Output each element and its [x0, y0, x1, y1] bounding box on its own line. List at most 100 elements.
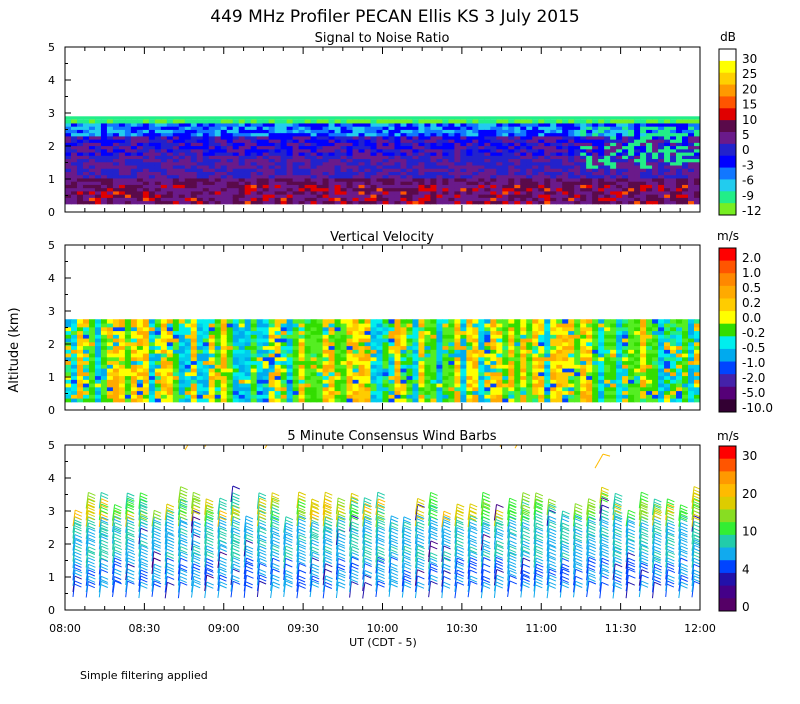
snr-cell	[214, 161, 222, 166]
vv-cell	[322, 323, 330, 328]
vv-cell	[454, 319, 461, 324]
snr-cell	[460, 171, 467, 176]
vv-cell	[478, 394, 485, 399]
snr-cell	[256, 187, 264, 192]
vv-cell	[532, 334, 539, 339]
vv-cell	[460, 371, 467, 377]
snr-cell	[382, 126, 390, 130]
snr-cell	[292, 122, 300, 127]
snr-cell	[622, 132, 629, 137]
vv-cell	[160, 353, 168, 358]
snr-cell	[646, 174, 653, 179]
snr-cell	[526, 126, 533, 130]
vv-cell	[322, 383, 330, 388]
snr-cell	[286, 177, 294, 182]
vv-cell	[352, 390, 360, 395]
snr-cell	[130, 194, 138, 198]
snr-cell	[400, 164, 408, 169]
vv-cell	[550, 345, 557, 350]
vv-cell	[232, 356, 240, 362]
snr-cell	[208, 151, 216, 156]
vv-cell	[514, 394, 521, 399]
snr-cell	[166, 129, 174, 134]
vv-cell	[370, 394, 378, 399]
snr-cell	[100, 139, 108, 143]
vv-cell	[274, 349, 282, 354]
snr-cell	[136, 158, 144, 163]
snr-cell	[496, 148, 503, 153]
snr-cell	[562, 181, 569, 185]
snr-cell	[568, 181, 575, 185]
vv-cell	[418, 383, 426, 388]
snr-cell	[412, 158, 420, 163]
vv-cell	[100, 341, 108, 347]
vv-cell	[484, 334, 491, 339]
vv-cell	[460, 394, 467, 399]
snr-cell	[160, 194, 168, 198]
snr-cell	[400, 168, 408, 172]
snr-cell	[154, 122, 162, 127]
vv-cell	[538, 390, 545, 395]
snr-cell	[574, 155, 581, 160]
snr-cell	[142, 184, 150, 189]
snr-cell	[238, 155, 246, 160]
vv-cell	[382, 334, 390, 339]
snr-cell	[166, 158, 174, 163]
vv-cell	[412, 334, 420, 339]
vv-cell	[622, 398, 629, 403]
snr-cell	[310, 142, 318, 147]
snr-cell	[65, 119, 72, 124]
snr-cell	[526, 129, 533, 134]
snr-cell	[172, 168, 180, 172]
snr-cell	[424, 190, 432, 195]
snr-cell	[232, 194, 240, 198]
snr-cell	[256, 194, 264, 198]
vv-cell	[334, 360, 342, 365]
snr-cell	[166, 181, 174, 185]
vv-cell	[652, 383, 659, 388]
vv-cell	[352, 326, 360, 332]
snr-cell	[670, 194, 677, 198]
snr-cell	[322, 148, 330, 153]
vv-cell	[484, 375, 491, 380]
snr-cell	[256, 142, 264, 147]
snr-cell	[364, 190, 372, 195]
vv-cell	[478, 349, 485, 354]
snr-cell	[484, 158, 491, 163]
vv-cell	[436, 341, 444, 347]
vv-cell	[65, 319, 72, 324]
vv-cell	[328, 356, 336, 362]
vv-cell	[514, 368, 521, 373]
snr-cell	[148, 197, 156, 202]
snr-cell	[562, 119, 569, 124]
snr-cell	[142, 126, 150, 130]
snr-cell	[394, 174, 402, 179]
snr-cell	[502, 129, 509, 134]
vv-cell	[544, 323, 551, 328]
snr-cell	[322, 158, 330, 163]
snr-cell	[622, 194, 629, 198]
snr-cell	[238, 197, 246, 202]
snr-cell	[364, 155, 372, 160]
vv-cell	[520, 368, 527, 373]
snr-cell	[478, 119, 485, 124]
vv-cell	[466, 334, 473, 339]
vv-cell	[112, 360, 120, 365]
snr-cell	[65, 190, 72, 195]
snr-cell	[130, 139, 138, 143]
vv-cell	[292, 349, 300, 354]
snr-cell	[580, 177, 587, 182]
snr-cell	[82, 177, 90, 182]
snr-cell	[65, 168, 72, 172]
snr-cell	[634, 142, 641, 147]
snr-cell	[196, 190, 204, 195]
snr-cell	[298, 122, 306, 127]
snr-cell	[616, 164, 623, 169]
snr-cell	[202, 177, 210, 182]
snr-cell	[244, 129, 252, 134]
vv-cell	[256, 386, 264, 392]
snr-cell	[406, 177, 414, 182]
snr-cell	[88, 119, 96, 124]
vv-cell	[112, 338, 120, 343]
snr-cell	[136, 197, 144, 202]
